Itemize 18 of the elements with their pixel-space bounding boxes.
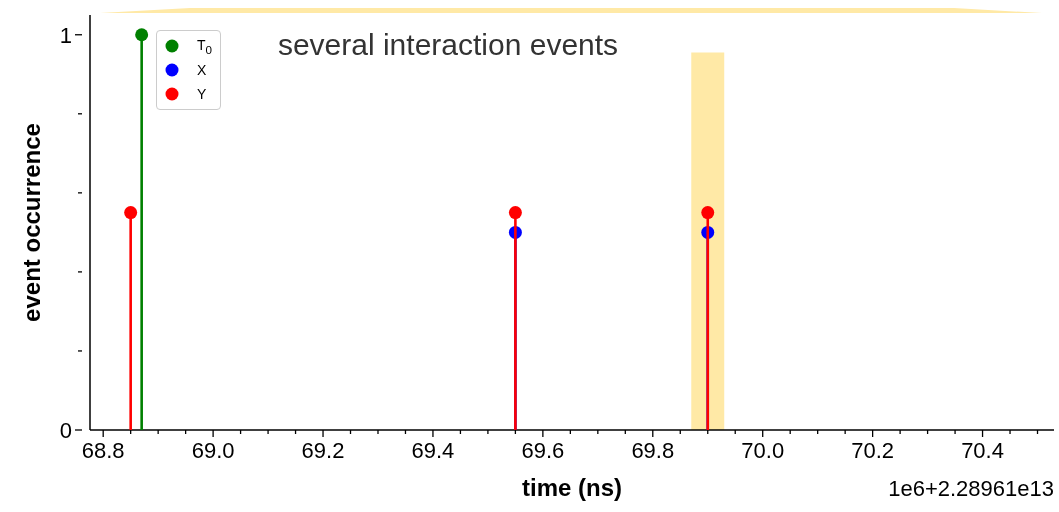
x-tick-label: 69.2	[301, 438, 345, 463]
x-tick-label: 69.8	[631, 438, 675, 463]
y-tick-label: 1	[59, 22, 72, 48]
y-axis-title: event occurrence	[18, 123, 45, 322]
x-tick-label: 69.0	[191, 438, 235, 463]
x-tick-label: 70.4	[961, 438, 1004, 463]
x-axis-title: time (ns)	[521, 474, 623, 501]
x-tick-label: 70.0	[741, 438, 785, 463]
legend-label: T$_{0}$	[197, 36, 213, 56]
chart-title: several interaction events	[277, 28, 619, 61]
y-tick-label: 0	[59, 418, 72, 443]
x-tick-label: 69.4	[411, 438, 455, 463]
legend-label: X	[197, 62, 207, 78]
text: 1e6+2.28961e13	[888, 476, 1054, 501]
x-tick-label: 70.2	[851, 438, 895, 463]
legend-label: Y	[197, 86, 207, 102]
x-tick-label: 69.6	[521, 438, 565, 463]
x-tick-label: 68.8	[81, 438, 125, 463]
